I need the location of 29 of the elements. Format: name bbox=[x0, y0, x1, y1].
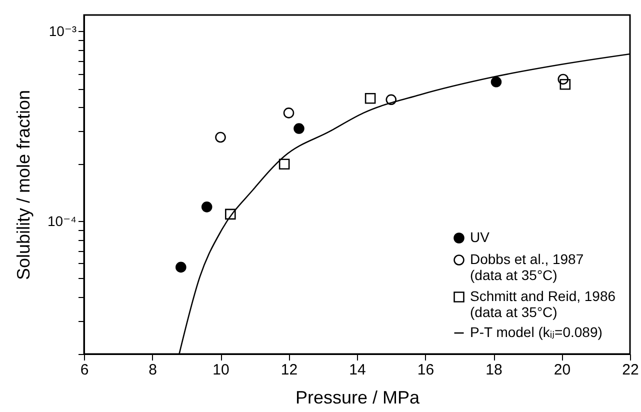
x-tick-label: 6 bbox=[80, 362, 89, 378]
x-axis-title: Pressure / MPa bbox=[295, 388, 421, 408]
y-tick-label: 10⁻⁴ bbox=[48, 212, 76, 229]
x-tick-label: 16 bbox=[417, 362, 434, 378]
point bbox=[176, 262, 186, 273]
x-tick-label: 18 bbox=[486, 362, 502, 378]
legend-label: Schmitt and Reid, 1986 (data at 35°C) bbox=[470, 288, 616, 320]
y-axis-title: Solubility / mole fraction bbox=[14, 90, 34, 280]
x-tick-label: 22 bbox=[622, 362, 639, 378]
point bbox=[201, 202, 212, 212]
legend-label: UV bbox=[470, 229, 490, 245]
y-tick-label: 10⁻³ bbox=[48, 22, 77, 39]
point bbox=[215, 132, 226, 143]
point bbox=[294, 123, 304, 134]
point bbox=[225, 208, 236, 220]
legend-label: Dobbs et al., 1987 (data at 35°C) bbox=[470, 251, 584, 283]
point bbox=[283, 108, 294, 118]
x-tick-label: 8 bbox=[148, 362, 157, 378]
x-tick-label: 14 bbox=[349, 362, 366, 378]
legend-label: P-T model (kᵢⱼ=0.089) bbox=[470, 324, 602, 340]
point bbox=[364, 92, 376, 104]
point bbox=[278, 158, 290, 170]
point bbox=[490, 76, 502, 88]
x-tick-label: 12 bbox=[280, 362, 298, 378]
point bbox=[560, 78, 571, 90]
point bbox=[386, 94, 397, 106]
x-tick-label: 10 bbox=[212, 362, 230, 378]
point bbox=[558, 74, 569, 85]
x-tick-label: 20 bbox=[554, 362, 571, 378]
